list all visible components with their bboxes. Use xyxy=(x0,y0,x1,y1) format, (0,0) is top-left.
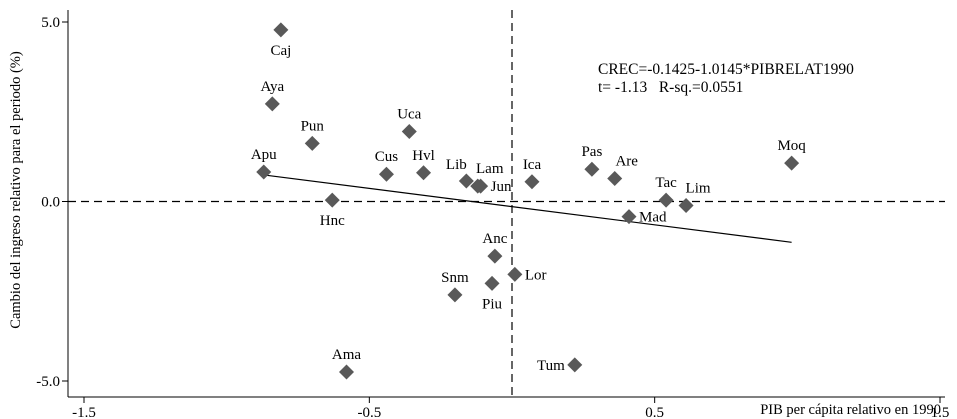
data-point-anc xyxy=(487,248,503,264)
point-label-anc: Anc xyxy=(482,231,507,247)
point-label-apu: Apu xyxy=(251,147,277,163)
x-tick-label: -0.5 xyxy=(357,405,381,419)
point-label-hnc: Hnc xyxy=(320,213,345,229)
data-point-lor xyxy=(507,266,523,282)
data-point-caj xyxy=(273,22,289,38)
data-point-jun xyxy=(473,178,489,194)
point-label-pas: Pas xyxy=(581,144,602,160)
reference-lines xyxy=(68,10,945,397)
regression-line xyxy=(263,174,792,243)
data-point-aya xyxy=(264,96,280,112)
data-point-tac xyxy=(658,192,674,208)
x-tick-label: -1.5 xyxy=(72,405,96,419)
regression-stats: t= -1.13 R-sq.=0.0551 xyxy=(598,79,743,96)
point-label-lib: Lib xyxy=(446,157,467,173)
data-point-lim xyxy=(678,197,694,213)
point-label-pun: Pun xyxy=(301,118,325,134)
point-label-cus: Cus xyxy=(375,149,399,165)
point-label-mad: Mad xyxy=(639,210,667,226)
point-label-tac: Tac xyxy=(655,175,677,191)
point-label-hvl: Hvl xyxy=(412,148,435,164)
point-label-lim: Lim xyxy=(686,180,711,196)
point-label-piu: Piu xyxy=(482,296,503,312)
data-point-pas xyxy=(584,161,600,177)
data-point-tum xyxy=(567,357,583,373)
point-label-lor: Lor xyxy=(525,267,547,283)
data-point-are xyxy=(607,171,623,187)
data-point-snm xyxy=(447,287,463,303)
point-label-jun: Jun xyxy=(491,179,512,195)
point-label-moq: Moq xyxy=(777,138,806,154)
point-label-tum: Tum xyxy=(537,358,565,374)
data-point-moq xyxy=(784,155,800,171)
regression-line-group xyxy=(263,174,792,243)
data-point-uca xyxy=(401,123,417,139)
data-point-piu xyxy=(484,275,500,291)
y-axis-label: Cambio del ingreso relativo para el peri… xyxy=(8,51,24,329)
data-point-cus xyxy=(378,166,394,182)
y-tick-label: 0.0 xyxy=(41,195,60,211)
data-point-ica xyxy=(524,174,540,190)
x-axis-label: PIB per cápita relativo en 1990 xyxy=(760,402,941,418)
data-point-hvl xyxy=(416,165,432,181)
data-point-pun xyxy=(304,135,320,151)
point-label-are: Are xyxy=(615,154,638,170)
point-labels: Caj Aya Pun Uca Apu Cus Hvl Lib Lam Jun Hnc Ica Pas A… xyxy=(251,43,806,374)
point-label-ica: Ica xyxy=(523,157,542,173)
axes: 5.0 0.0 -5.0 -1.5 -0.5 0.5 1.5 xyxy=(36,10,949,419)
point-label-lam: Lam xyxy=(476,161,504,177)
data-points xyxy=(256,22,800,380)
point-label-caj: Caj xyxy=(270,43,291,59)
data-point-apu xyxy=(256,164,272,180)
point-label-snm: Snm xyxy=(441,270,469,286)
y-tick-label: 5.0 xyxy=(41,15,60,31)
point-label-aya: Aya xyxy=(261,79,285,95)
point-label-uca: Uca xyxy=(397,106,421,122)
regression-equation: CREC=-0.1425-1.0145*PIBRELAT1990 xyxy=(598,61,854,78)
data-point-ama xyxy=(339,364,355,380)
data-point-lib xyxy=(458,173,474,189)
point-label-ama: Ama xyxy=(332,347,362,363)
x-tick-label: 1.5 xyxy=(931,405,950,419)
data-point-mad xyxy=(621,209,637,225)
data-point-hnc xyxy=(324,192,340,208)
x-tick-label: 0.5 xyxy=(645,405,664,419)
y-tick-label: -5.0 xyxy=(36,374,60,390)
